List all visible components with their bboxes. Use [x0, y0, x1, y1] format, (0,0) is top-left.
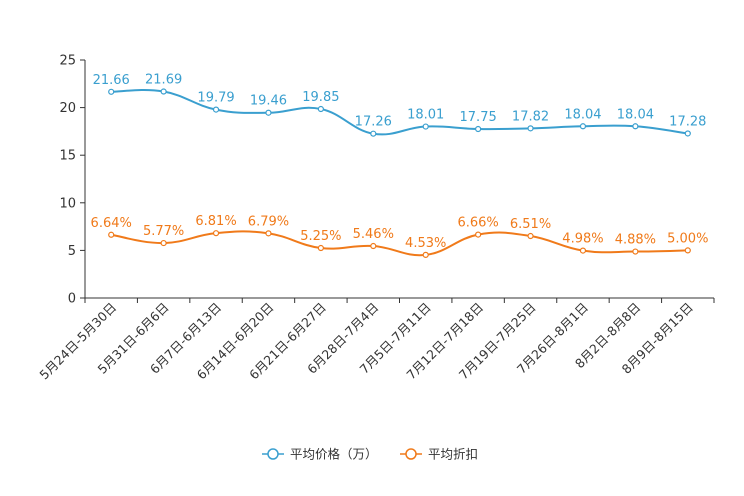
data-label: 6.64% — [91, 216, 132, 231]
data-point[interactable] — [527, 232, 534, 240]
data-point[interactable] — [108, 88, 115, 95]
data-point[interactable] — [160, 239, 167, 247]
legend-item-0[interactable]: 平均价格（万） — [262, 447, 378, 462]
data-point[interactable] — [108, 231, 115, 238]
data-point[interactable] — [684, 130, 691, 137]
data-label: 5.25% — [300, 229, 341, 244]
y-tick-label: 25 — [59, 54, 76, 69]
legend-label: 平均折扣 — [428, 447, 478, 462]
data-point[interactable] — [684, 247, 691, 254]
data-point[interactable] — [579, 123, 587, 130]
data-label: 21.66 — [93, 73, 130, 88]
data-label: 6.81% — [195, 214, 236, 229]
y-tick-label: 20 — [59, 101, 76, 116]
data-label: 6.66% — [457, 216, 498, 231]
data-point[interactable] — [422, 123, 429, 130]
data-label: 5.46% — [353, 227, 394, 242]
data-point[interactable] — [212, 106, 220, 113]
data-label: 19.79 — [197, 91, 234, 106]
data-point[interactable] — [527, 125, 534, 132]
data-label: 18.04 — [617, 107, 654, 122]
legend-marker-icon — [405, 448, 417, 460]
y-tick-label: 15 — [59, 149, 76, 164]
data-label: 6.51% — [510, 217, 551, 232]
data-point[interactable] — [370, 130, 377, 137]
data-label: 18.04 — [564, 107, 601, 122]
data-point[interactable] — [632, 123, 639, 130]
data-point[interactable] — [579, 247, 587, 254]
y-tick-label: 10 — [59, 196, 76, 211]
y-tick-label: 5 — [68, 244, 76, 259]
data-label: 18.01 — [407, 108, 444, 123]
data-label: 5.00% — [667, 231, 708, 246]
legend[interactable]: 平均价格（万） 平均折扣 — [262, 447, 478, 462]
data-label: 19.46 — [250, 94, 287, 109]
data-point[interactable] — [422, 251, 429, 258]
data-point[interactable] — [475, 231, 482, 238]
data-label: 6.79% — [248, 214, 289, 229]
data-point[interactable] — [475, 125, 482, 133]
data-label: 17.28 — [669, 114, 706, 129]
series-line-1[interactable] — [111, 230, 688, 257]
y-tick-label: 0 — [68, 292, 76, 307]
data-label: 17.82 — [512, 109, 549, 124]
legend-label: 平均价格（万） — [290, 447, 378, 462]
axes: 05101520255月24日-5月30日5月31日-6月6日6月7日-6月13… — [36, 54, 715, 382]
legend-marker-icon — [267, 448, 279, 460]
data-label: 21.69 — [145, 73, 182, 88]
data-label: 4.98% — [562, 232, 603, 247]
data-point[interactable] — [632, 248, 639, 255]
data-point[interactable] — [265, 230, 272, 237]
data-label: 17.26 — [355, 115, 392, 130]
data-point[interactable] — [212, 230, 220, 237]
series-line-0[interactable] — [111, 89, 688, 136]
data-point[interactable] — [160, 88, 167, 95]
data-label: 19.85 — [302, 90, 339, 105]
data-point[interactable] — [370, 242, 377, 250]
data-point[interactable] — [317, 244, 324, 252]
legend-item-1[interactable]: 平均折扣 — [400, 447, 478, 462]
data-point[interactable] — [317, 105, 324, 113]
data-point[interactable] — [265, 109, 272, 116]
data-label: 17.75 — [460, 110, 497, 125]
data-label: 4.88% — [615, 233, 656, 248]
data-label: 5.77% — [143, 224, 184, 239]
data-labels: 21.66 21.69 19.79 19.46 19.85 17.26 18.01 17.75… — [91, 73, 709, 251]
series-lines — [108, 88, 691, 258]
data-label: 4.53% — [405, 236, 446, 251]
